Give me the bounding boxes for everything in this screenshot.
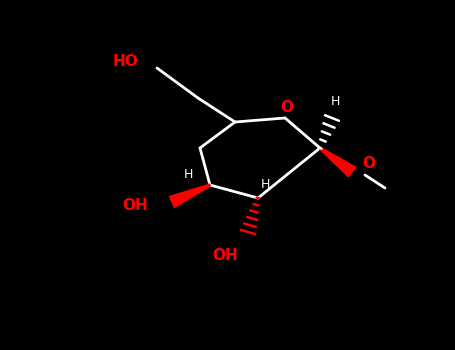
- Text: H: H: [260, 178, 270, 191]
- Polygon shape: [319, 147, 356, 177]
- Text: O: O: [280, 100, 293, 116]
- Text: OH: OH: [122, 198, 148, 214]
- Text: H: H: [330, 95, 340, 108]
- Text: HO: HO: [112, 55, 138, 70]
- Text: H: H: [183, 168, 192, 182]
- Text: OH: OH: [212, 248, 238, 263]
- Polygon shape: [170, 184, 210, 208]
- Text: O: O: [362, 156, 375, 172]
